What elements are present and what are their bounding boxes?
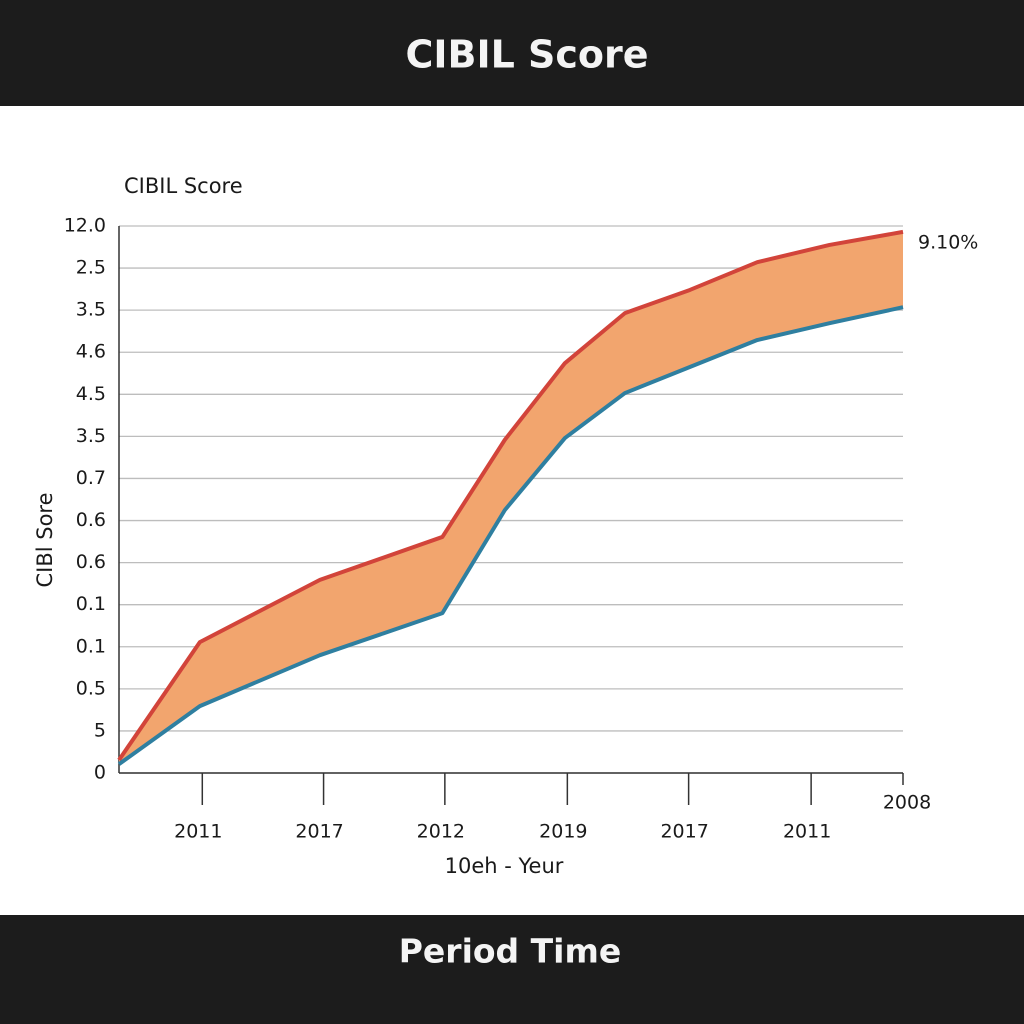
y-tick-label: 2.5 bbox=[76, 257, 106, 279]
annotation: 9.10% bbox=[918, 232, 978, 254]
y-tick-label: 0 bbox=[94, 762, 106, 784]
chart-title: CIBIL Score bbox=[124, 174, 243, 198]
header-title: CIBIL Score bbox=[405, 33, 648, 77]
x-tick-label: 2008 bbox=[883, 792, 931, 814]
y-axis-title: CIBl Sore bbox=[33, 492, 57, 587]
footer-title: Period Time bbox=[399, 932, 622, 971]
y-tick-label: 0.1 bbox=[76, 635, 106, 657]
y-tick-label: 0.7 bbox=[76, 467, 106, 489]
x-tick-label: 2017 bbox=[295, 821, 343, 843]
x-tick-label: 2011 bbox=[783, 821, 831, 843]
footer-bar bbox=[0, 915, 1024, 1024]
y-tick-label: 3.5 bbox=[76, 425, 106, 447]
series-line bbox=[117, 229, 904, 762]
y-tick-label: 0.6 bbox=[76, 551, 106, 573]
header-bar bbox=[0, 0, 1024, 106]
x-axis-title: 10eh - Yeur bbox=[445, 854, 564, 878]
y-tick-label: 3.5 bbox=[76, 299, 106, 321]
x-tick-label: 2019 bbox=[539, 821, 587, 843]
x-tick-label: 2017 bbox=[660, 821, 708, 843]
y-tick-label: 0.1 bbox=[76, 593, 106, 615]
y-tick-label: 4.5 bbox=[76, 383, 106, 405]
y-tick-label: 5 bbox=[94, 719, 106, 741]
y-tick-label: 0.5 bbox=[76, 677, 106, 699]
x-tick-label: 2011 bbox=[174, 821, 222, 843]
plot: 0 5 0.5 0.1 0.1 0.6 0.6 0.7 3.5 4.5 4.6 3.5 2.5 12.0 2… bbox=[64, 215, 931, 843]
series-line bbox=[117, 305, 904, 766]
y-tick-label: 0.6 bbox=[76, 509, 106, 531]
band-fill bbox=[119, 231, 903, 765]
y-tick-label: 4.6 bbox=[76, 341, 106, 363]
x-tick-label: 2012 bbox=[417, 821, 465, 843]
y-tick-label: 12.0 bbox=[64, 215, 106, 237]
